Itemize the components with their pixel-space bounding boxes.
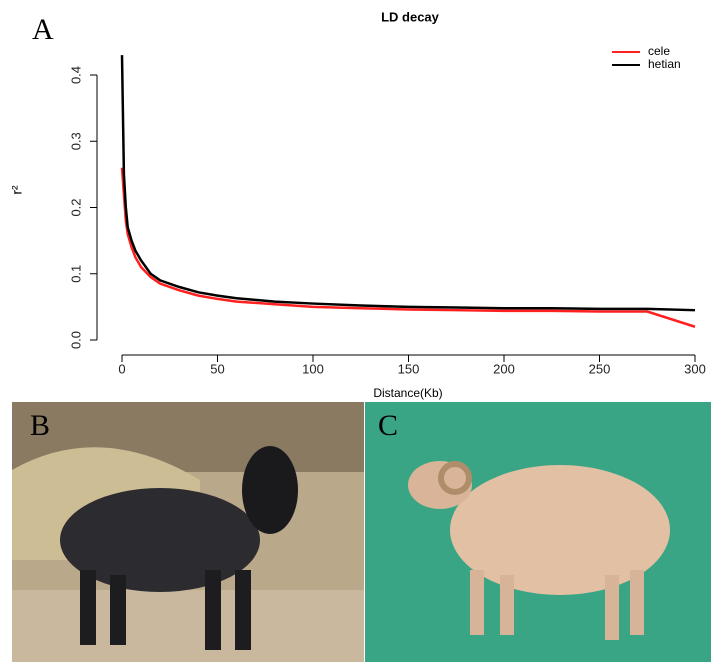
x-tick-label: 0 bbox=[118, 361, 125, 376]
y-tick-label: 0.1 bbox=[68, 265, 83, 283]
line-series bbox=[122, 168, 695, 327]
panel-label: B bbox=[30, 409, 50, 442]
y-tick-label: 0.4 bbox=[68, 66, 83, 84]
chart-title: LD decay bbox=[381, 9, 440, 24]
x-tick-label: 50 bbox=[210, 361, 224, 376]
legend-label: cele bbox=[648, 44, 670, 58]
x-tick-label: 250 bbox=[589, 361, 611, 376]
x-tick-label: 100 bbox=[302, 361, 324, 376]
photo-white-sheep bbox=[365, 402, 711, 662]
x-tick-label: 200 bbox=[493, 361, 515, 376]
figure: A LD decay Distance(Kb) r² B C 0.0 0.1 0.2… bbox=[0, 0, 711, 662]
line-series bbox=[122, 55, 695, 310]
x-tick-label: 150 bbox=[398, 361, 420, 376]
y-axis-label: r² bbox=[9, 185, 25, 195]
y-tick-label: 0.2 bbox=[68, 198, 83, 216]
x-tick-label: 300 bbox=[684, 361, 706, 376]
photo-black-sheep bbox=[12, 402, 364, 662]
y-tick-label: 0.3 bbox=[68, 132, 83, 150]
y-tick-label: 0.0 bbox=[68, 331, 83, 349]
x-axis-label: Distance(Kb) bbox=[373, 386, 442, 400]
panel-label: C bbox=[378, 409, 398, 442]
legend-label: hetian bbox=[648, 57, 681, 71]
panel-label: A bbox=[32, 13, 54, 46]
